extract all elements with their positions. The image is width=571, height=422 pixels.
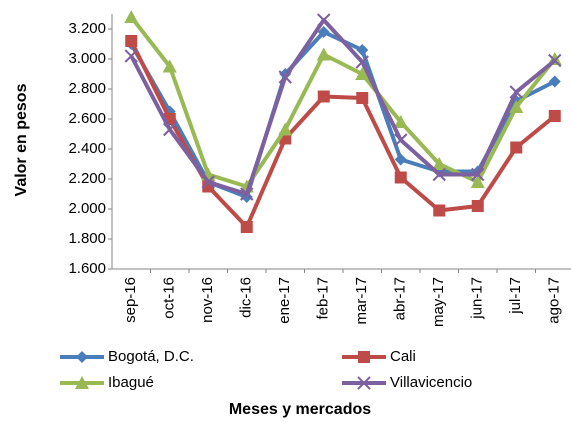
- x-tick-label: may-17: [430, 277, 447, 327]
- marker: [509, 85, 523, 99]
- marker: [240, 187, 254, 201]
- series-line: [129, 15, 557, 189]
- marker: [548, 53, 562, 68]
- x-tick-label: feb-17: [315, 277, 332, 320]
- marker: [394, 153, 407, 166]
- marker: [548, 75, 561, 88]
- y-tick-label: 2.000: [68, 200, 106, 217]
- marker: [357, 376, 371, 390]
- marker: [124, 10, 139, 23]
- marker: [125, 35, 138, 47]
- x-tick-label: nov-16: [199, 277, 216, 323]
- marker: [163, 122, 177, 137]
- y-axis-title: Valor en pesos: [13, 83, 30, 196]
- legend-item: Cali: [342, 348, 416, 365]
- y-tick-label: 2.200: [68, 170, 106, 187]
- legend-item: Ibagué: [60, 374, 154, 391]
- y-tick-label: 2.400: [68, 140, 106, 157]
- legend-item: Bogotá, D.C.: [60, 348, 194, 365]
- y-tick-label: 1.600: [68, 260, 106, 277]
- marker: [76, 351, 88, 363]
- marker: [470, 175, 485, 188]
- marker: [510, 141, 523, 154]
- marker: [316, 47, 331, 61]
- x-tick-label: abr-17: [392, 277, 409, 320]
- x-axis-title: Meses y mercados: [229, 401, 371, 418]
- y-tick-label: 3.200: [68, 20, 106, 37]
- marker: [201, 175, 215, 189]
- marker: [162, 59, 177, 73]
- marker: [393, 115, 408, 128]
- marker: [432, 157, 447, 170]
- legend-label: Bogotá, D.C.: [108, 348, 194, 365]
- y-tick-label: 1.800: [68, 230, 106, 247]
- marker: [355, 67, 370, 80]
- x-tick-label: jun-17: [469, 277, 486, 320]
- marker: [278, 70, 292, 84]
- legend-item: Villavicencio: [342, 374, 472, 391]
- series-line: [129, 18, 557, 196]
- marker: [317, 26, 330, 38]
- marker: [432, 167, 446, 182]
- marker: [548, 110, 561, 122]
- marker: [356, 44, 369, 56]
- marker: [471, 167, 485, 182]
- marker: [471, 200, 484, 212]
- marker: [509, 100, 524, 113]
- legend: Bogotá, D.C. Cali Ibagué Villavicencio: [60, 348, 472, 391]
- marker: [317, 13, 331, 27]
- x-tick-label: mar-17: [353, 277, 370, 325]
- marker: [124, 49, 138, 63]
- marker: [356, 92, 369, 104]
- marker: [75, 376, 89, 389]
- x-tick-label: oct-16: [161, 277, 178, 319]
- legend-label: Cali: [390, 348, 416, 365]
- y-tick-label: 2.800: [68, 80, 106, 97]
- x-tick-label: dic-16: [238, 277, 255, 318]
- marker: [394, 171, 407, 184]
- marker: [394, 133, 408, 147]
- x-tick-label: sep-16: [122, 277, 139, 323]
- y-tick-label: 2.600: [68, 110, 106, 127]
- marker: [355, 55, 369, 69]
- x-tick-label: jul-17: [507, 277, 524, 315]
- x-tick-label: ene-17: [276, 277, 293, 324]
- marker: [358, 351, 370, 363]
- legend-label: Villavicencio: [390, 374, 472, 391]
- y-tick-label: 3.000: [68, 50, 106, 67]
- marker: [317, 90, 330, 103]
- series-line: [129, 30, 556, 199]
- marker: [433, 204, 446, 217]
- legend-label: Ibagué: [108, 374, 154, 391]
- marker: [278, 122, 293, 136]
- marker: [240, 221, 253, 233]
- x-tick-label: ago-17: [546, 277, 563, 324]
